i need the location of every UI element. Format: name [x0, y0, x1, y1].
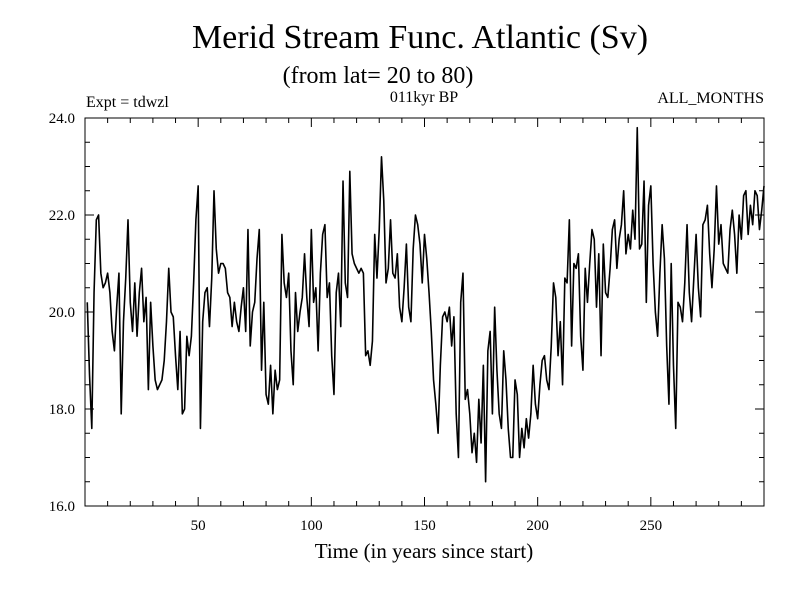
x-tick-label: 250	[640, 518, 663, 534]
plot-frame	[84, 117, 765, 507]
x-tick-label: 100	[300, 518, 323, 534]
x-tick-label: 150	[413, 518, 436, 534]
y-tick-label: 24.0	[49, 111, 75, 127]
x-tick-label: 50	[191, 518, 206, 534]
y-tick-label: 20.0	[49, 305, 75, 321]
axis-ticks	[85, 118, 764, 506]
months-label: ALL_MONTHS	[657, 90, 764, 107]
chart-title: Merid Stream Func. Atlantic (Sv)	[192, 19, 648, 56]
chart-subtitle: (from lat= 20 to 80)	[283, 63, 474, 89]
y-tick-label: 22.0	[49, 208, 75, 224]
experiment-label: Expt = tdwzl	[86, 94, 169, 111]
x-tick-label: 200	[526, 518, 549, 534]
y-tick-label: 16.0	[49, 499, 75, 515]
y-tick-label: 18.0	[49, 402, 75, 418]
series-line	[86, 126, 765, 483]
tick-labels: 50 100 150 200 250 16.0 18.0 20.0 22.0 24.0	[49, 111, 662, 534]
x-axis-label: Time (in years since start)	[315, 539, 534, 563]
period-label: 011kyr BP	[390, 89, 458, 106]
